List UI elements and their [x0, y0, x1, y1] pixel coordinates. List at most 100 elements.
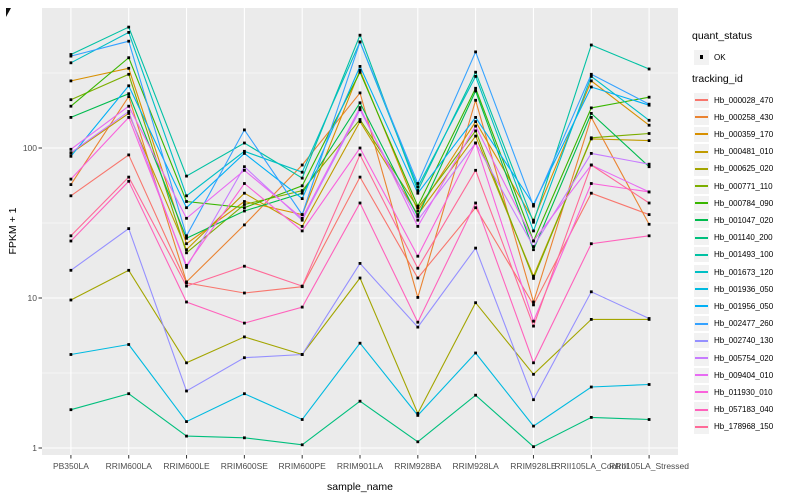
data-point: [243, 149, 246, 153]
y-tick-label: 1: [32, 443, 37, 453]
data-point: [185, 174, 188, 178]
data-point: [69, 61, 73, 65]
data-point: [127, 268, 131, 272]
data-point: [300, 218, 304, 222]
data-point: [358, 276, 362, 280]
legend-item-Hb_002740_130: Hb_002740_130: [694, 333, 773, 349]
data-point: [474, 120, 477, 123]
data-point: [647, 222, 651, 226]
point-shape-icon: [699, 55, 704, 59]
legend-item-label: Hb_001047_020: [714, 215, 774, 225]
series-color-swatch: [695, 150, 708, 153]
legend-key: [694, 195, 709, 211]
legend-item-Hb_000625_020: Hb_000625_020: [694, 161, 773, 177]
legend-item-Hb_011930_010: Hb_011930_010: [694, 384, 773, 400]
data-point: [647, 317, 651, 320]
series-color-swatch: [695, 391, 708, 394]
data-point: [647, 190, 651, 194]
data-point: [185, 280, 188, 284]
data-point: [358, 153, 362, 157]
data-point: [358, 146, 362, 150]
series-color-swatch: [695, 167, 708, 170]
data-point: [416, 204, 420, 208]
legend-key: [694, 178, 709, 194]
data-point: [416, 215, 420, 218]
data-point: [647, 201, 651, 205]
data-point: [185, 206, 188, 210]
series-color-swatch: [695, 202, 708, 205]
data-point: [358, 262, 362, 265]
legend-item-label: Hb_001936_050: [714, 284, 774, 294]
data-point: [358, 65, 362, 68]
data-point: [474, 134, 477, 138]
data-point: [127, 92, 131, 96]
data-point: [474, 246, 477, 250]
data-point: [589, 191, 593, 195]
data-point: [243, 264, 246, 268]
data-point: [185, 300, 188, 304]
data-point: [647, 383, 651, 386]
data-point: [358, 118, 362, 121]
data-point: [127, 227, 131, 230]
legend-item-Hb_000771_110: Hb_000771_110: [694, 178, 773, 194]
data-point: [416, 225, 420, 228]
legend-item-label: Hb_000784_090: [714, 198, 774, 208]
data-point: [358, 201, 362, 205]
data-point: [243, 128, 246, 132]
data-point: [589, 242, 593, 246]
data-point: [69, 298, 73, 302]
data-point: [243, 206, 246, 210]
data-point: [589, 318, 593, 321]
data-point: [532, 220, 535, 224]
data-point: [243, 356, 246, 360]
data-point: [416, 325, 420, 329]
series-color-swatch: [695, 236, 708, 239]
data-point: [474, 98, 477, 102]
data-point: [243, 191, 246, 195]
data-point: [69, 53, 73, 56]
data-point: [589, 152, 593, 155]
data-point: [243, 291, 246, 295]
data-point: [243, 335, 246, 339]
legend-item-Hb_000481_010: Hb_000481_010: [694, 144, 773, 160]
data-point: [589, 385, 593, 389]
x-tick-label: RRIM928BA: [394, 461, 442, 471]
series-color-swatch: [695, 271, 708, 273]
data-point: [69, 183, 73, 186]
data-point: [474, 124, 477, 128]
data-point: [647, 139, 651, 142]
data-point: [416, 185, 420, 189]
data-point: [532, 204, 535, 208]
data-point: [69, 116, 73, 119]
data-point: [532, 248, 535, 252]
data-point: [127, 56, 131, 60]
legend-item-label: Hb_000625_020: [714, 164, 774, 174]
legend-key: [694, 316, 709, 332]
legend-key: [694, 144, 709, 160]
data-point: [300, 170, 304, 174]
data-point: [69, 154, 73, 158]
data-point: [474, 129, 477, 133]
data-point: [589, 163, 593, 167]
legend-item-label: OK: [714, 52, 726, 62]
data-point: [647, 213, 651, 216]
data-point: [647, 102, 651, 106]
legend-item-label: Hb_009404_010: [714, 370, 774, 380]
legend-item-Hb_000028_470: Hb_000028_470: [694, 92, 773, 108]
data-point: [243, 209, 246, 213]
data-point: [416, 213, 420, 216]
legend-item-ok: OK: [694, 49, 726, 65]
data-point: [589, 112, 593, 115]
legend-item-Hb_000784_090: Hb_000784_090: [694, 195, 773, 211]
data-point: [532, 372, 535, 376]
legend-item-Hb_001493_100: Hb_001493_100: [694, 247, 773, 263]
data-point: [300, 225, 304, 228]
data-point: [358, 106, 362, 109]
data-point: [185, 389, 188, 393]
legend-item-Hb_001956_050: Hb_001956_050: [694, 298, 773, 314]
data-point: [474, 206, 477, 210]
data-point: [416, 320, 420, 324]
data-point: [185, 236, 188, 240]
x-tick-label: RRII105LA_Control: [554, 461, 629, 471]
